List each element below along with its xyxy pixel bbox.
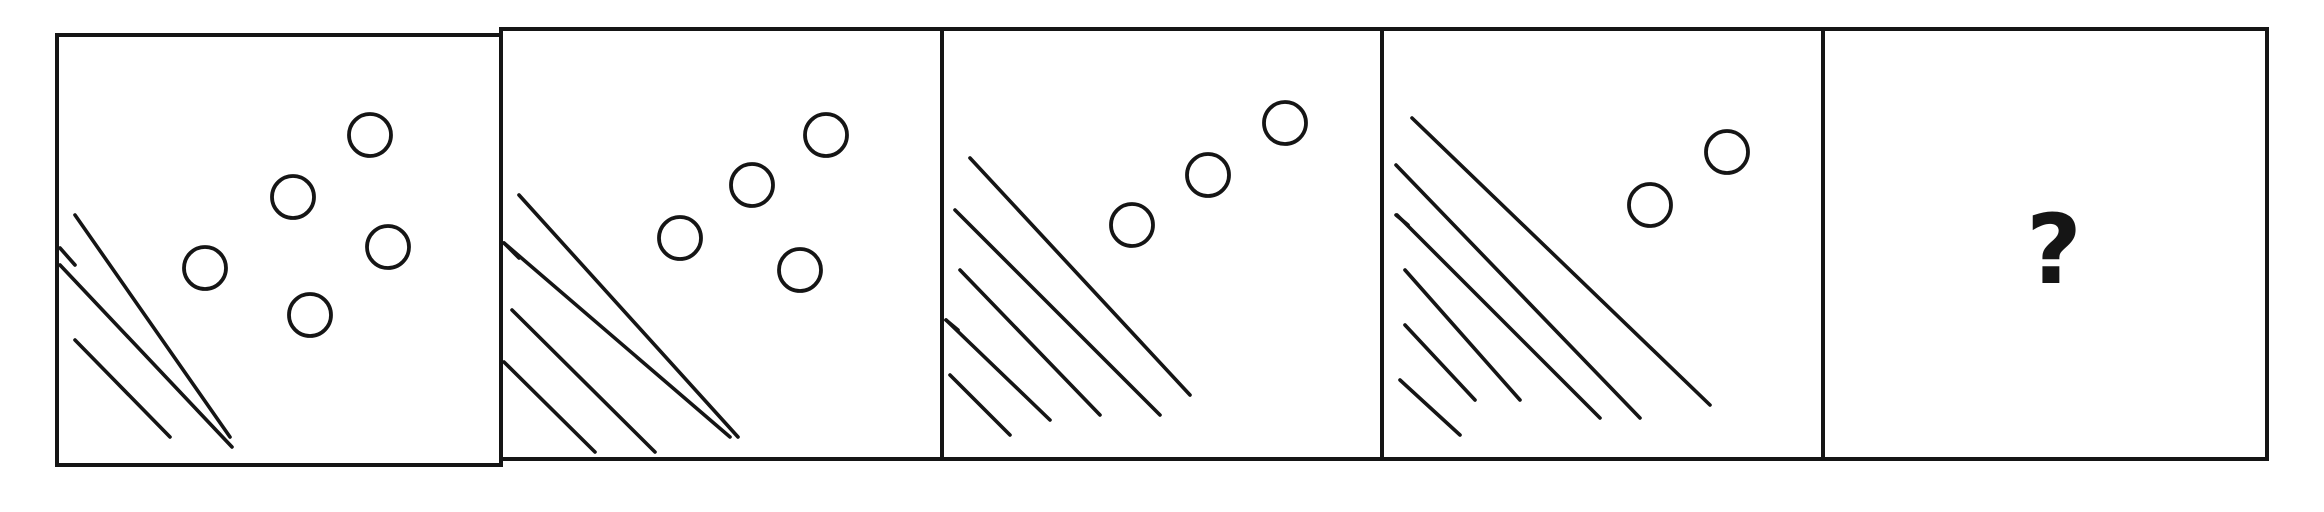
diagonal-line xyxy=(958,268,1102,417)
panel-2-frame xyxy=(499,27,944,461)
panel-4-circles xyxy=(1627,129,1750,228)
diagonal-line xyxy=(1403,323,1477,402)
diagonal-line xyxy=(944,318,960,332)
diagonal-line xyxy=(1394,213,1410,227)
panel-1-lines xyxy=(58,213,234,449)
diagonal-line xyxy=(58,246,77,267)
panel-1 xyxy=(55,33,503,467)
question-mark: ? xyxy=(2026,194,2082,306)
diagonal-line xyxy=(968,156,1192,397)
panel-1-frame xyxy=(55,33,503,467)
circle-shape xyxy=(1704,129,1750,175)
circle-shape xyxy=(347,112,393,158)
diagonal-line xyxy=(948,373,1012,437)
panel-3 xyxy=(940,27,1384,461)
diagonal-line xyxy=(73,213,232,439)
panel-3-circles xyxy=(1109,100,1308,248)
panel-2 xyxy=(499,27,944,461)
circle-shape xyxy=(1185,152,1231,198)
panel-4 xyxy=(1380,27,1825,461)
panel-4-frame xyxy=(1380,27,1825,461)
circle-shape xyxy=(365,224,411,270)
circle-shape xyxy=(270,174,316,220)
circle-shape xyxy=(182,245,228,291)
panel-2-circles xyxy=(657,112,849,293)
diagonal-line xyxy=(944,318,1052,422)
diagonal-line xyxy=(1394,163,1642,420)
diagonal-line xyxy=(1395,213,1602,420)
panel-3-lines xyxy=(944,156,1192,437)
circle-shape xyxy=(1109,202,1155,248)
diagonal-line xyxy=(1403,268,1522,402)
diagonal-line xyxy=(502,241,732,439)
circle-shape xyxy=(287,292,333,338)
diagonal-line xyxy=(502,360,597,454)
diagonal-line xyxy=(58,263,234,449)
diagonal-line xyxy=(1398,378,1462,437)
panel-5: ? xyxy=(1821,27,2269,461)
panel-5-frame xyxy=(1821,27,2269,461)
circle-shape xyxy=(657,215,703,261)
diagonal-line xyxy=(1410,116,1712,407)
circle-shape xyxy=(803,112,849,158)
panel-3-frame xyxy=(940,27,1384,461)
circle-shape xyxy=(1627,182,1673,228)
panel-2-lines xyxy=(502,193,740,454)
diagonal-line xyxy=(502,241,521,260)
circle-shape xyxy=(777,247,823,293)
diagonal-line xyxy=(73,338,172,439)
diagonal-line xyxy=(517,193,740,439)
diagonal-line xyxy=(510,308,657,454)
panel-1-circles xyxy=(182,112,411,338)
circle-shape xyxy=(1262,100,1308,146)
panel-4-lines xyxy=(1394,116,1712,437)
diagonal-line xyxy=(953,208,1162,417)
circle-shape xyxy=(729,162,775,208)
